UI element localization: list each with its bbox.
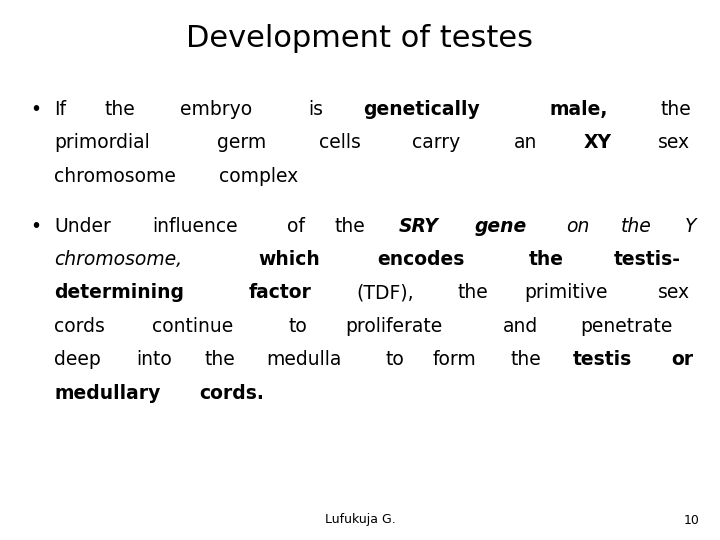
Text: cells: cells	[320, 133, 361, 152]
Text: cords: cords	[54, 317, 105, 336]
Text: embryo: embryo	[180, 100, 252, 119]
Text: chromosome: chromosome	[54, 167, 176, 186]
Text: SRY: SRY	[398, 217, 438, 235]
Text: genetically: genetically	[364, 100, 480, 119]
Text: the: the	[204, 350, 235, 369]
Text: the: the	[529, 250, 564, 269]
Text: the: the	[334, 217, 365, 235]
Text: •: •	[30, 217, 41, 235]
Text: Under: Under	[54, 217, 111, 235]
Text: testis: testis	[572, 350, 632, 369]
Text: which: which	[258, 250, 320, 269]
Text: germ: germ	[217, 133, 266, 152]
Text: the: the	[457, 284, 488, 302]
Text: Y: Y	[685, 217, 696, 235]
Text: continue: continue	[152, 317, 233, 336]
Text: medullary: medullary	[54, 384, 161, 403]
Text: carry: carry	[413, 133, 461, 152]
Text: and: and	[503, 317, 539, 336]
Text: male,: male,	[549, 100, 608, 119]
Text: an: an	[514, 133, 537, 152]
Text: sex: sex	[658, 133, 690, 152]
Text: on: on	[566, 217, 590, 235]
Text: form: form	[432, 350, 476, 369]
Text: proliferate: proliferate	[346, 317, 443, 336]
Text: deep: deep	[54, 350, 101, 369]
Text: chromosome,: chromosome,	[54, 250, 182, 269]
Text: medulla: medulla	[266, 350, 342, 369]
Text: cords.: cords.	[199, 384, 264, 403]
Text: Development of testes: Development of testes	[186, 24, 534, 53]
Text: to: to	[289, 317, 307, 336]
Text: the: the	[511, 350, 541, 369]
Text: determining: determining	[54, 284, 184, 302]
Text: the: the	[660, 100, 691, 119]
Text: primordial: primordial	[54, 133, 150, 152]
Text: penetrate: penetrate	[580, 317, 673, 336]
Text: gene: gene	[474, 217, 526, 235]
Text: is: is	[309, 100, 323, 119]
Text: primitive: primitive	[524, 284, 608, 302]
Text: If: If	[54, 100, 66, 119]
Text: 10: 10	[684, 514, 700, 526]
Text: to: to	[386, 350, 405, 369]
Text: the: the	[105, 100, 135, 119]
Text: complex: complex	[219, 167, 298, 186]
Text: into: into	[137, 350, 172, 369]
Text: •: •	[30, 100, 41, 119]
Text: sex: sex	[658, 284, 690, 302]
Text: encodes: encodes	[377, 250, 464, 269]
Text: the: the	[621, 217, 652, 235]
Text: XY: XY	[583, 133, 611, 152]
Text: or: or	[671, 350, 693, 369]
Text: testis-: testis-	[613, 250, 680, 269]
Text: influence: influence	[152, 217, 238, 235]
Text: of: of	[287, 217, 305, 235]
Text: (TDF),: (TDF),	[356, 284, 414, 302]
Text: Lufukuja G.: Lufukuja G.	[325, 514, 395, 526]
Text: factor: factor	[248, 284, 311, 302]
